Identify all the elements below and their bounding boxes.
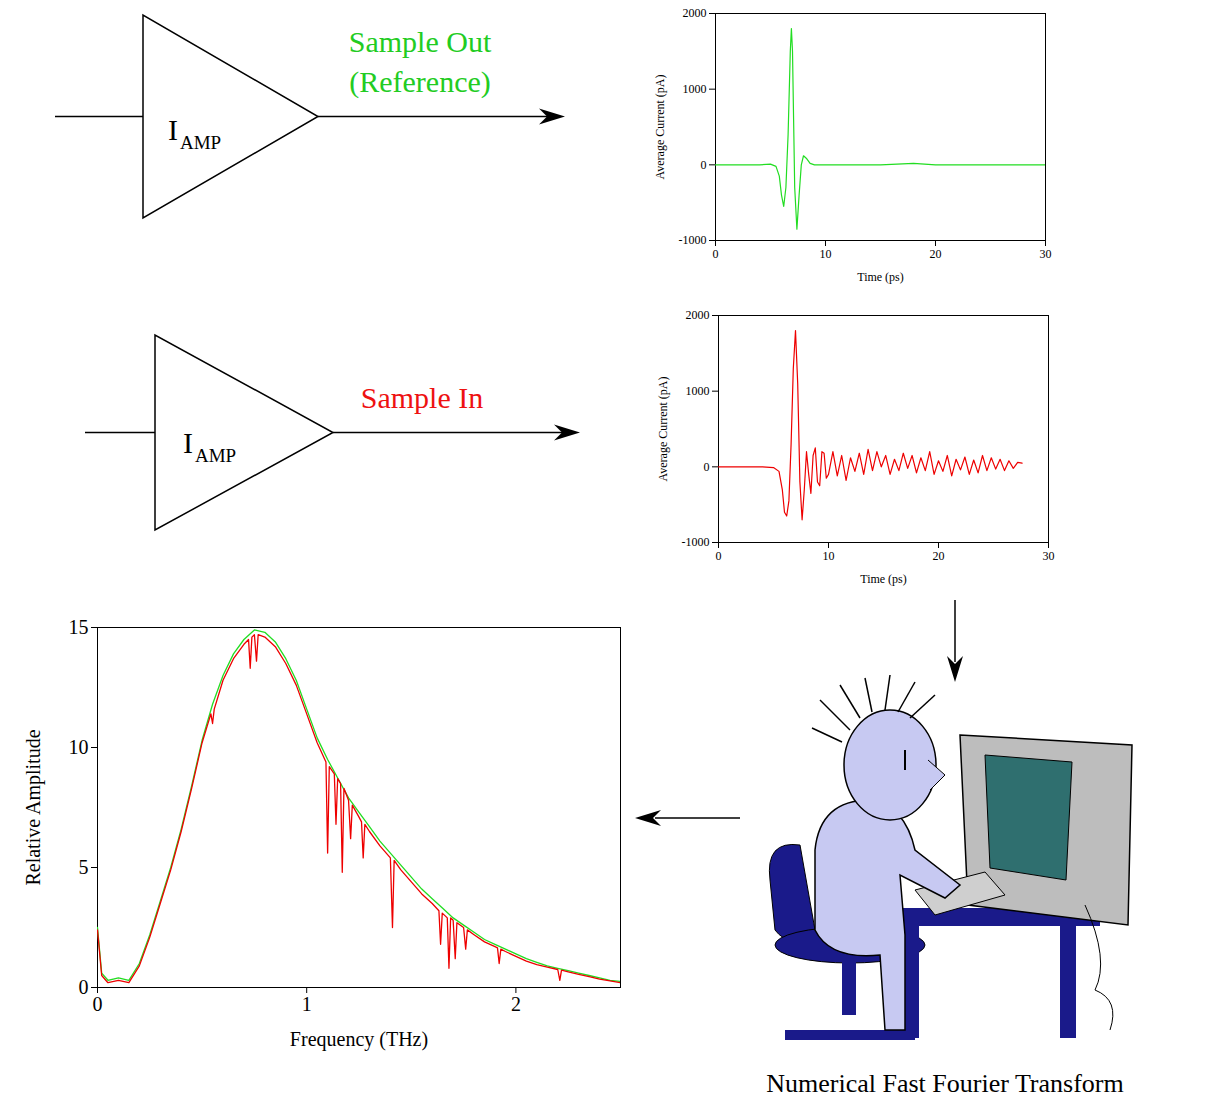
- svg-text:Relative Amplitude: Relative Amplitude: [22, 729, 45, 885]
- svg-text:2: 2: [511, 993, 521, 1015]
- svg-text:Frequency (THz): Frequency (THz): [290, 1028, 428, 1051]
- svg-text:0: 0: [716, 549, 722, 563]
- svg-text:0: 0: [93, 993, 103, 1015]
- svg-text:AMP: AMP: [195, 445, 236, 466]
- svg-text:10: 10: [69, 736, 89, 758]
- svg-text:I: I: [168, 113, 178, 146]
- svg-text:0: 0: [701, 158, 707, 172]
- svg-text:20: 20: [933, 549, 945, 563]
- svg-text:15: 15: [69, 616, 89, 638]
- svg-text:0: 0: [79, 976, 89, 998]
- svg-text:Sample In: Sample In: [361, 381, 483, 414]
- svg-text:1: 1: [302, 993, 312, 1015]
- svg-text:0: 0: [713, 247, 719, 261]
- svg-text:Sample Out: Sample Out: [349, 25, 492, 58]
- svg-text:I: I: [183, 426, 193, 459]
- svg-text:10: 10: [820, 247, 832, 261]
- svg-text:30: 30: [1043, 549, 1055, 563]
- svg-text:Average Current (pA): Average Current (pA): [656, 376, 670, 481]
- svg-text:0: 0: [704, 460, 710, 474]
- svg-text:2000: 2000: [683, 6, 707, 20]
- svg-text:1000: 1000: [683, 82, 707, 96]
- svg-text:30: 30: [1040, 247, 1052, 261]
- svg-text:10: 10: [823, 549, 835, 563]
- svg-text:1000: 1000: [686, 384, 710, 398]
- svg-text:Numerical Fast Fourier Transfo: Numerical Fast Fourier Transform: [766, 1069, 1123, 1098]
- svg-text:AMP: AMP: [180, 132, 221, 153]
- svg-text:-1000: -1000: [679, 233, 707, 247]
- svg-text:-1000: -1000: [682, 535, 710, 549]
- svg-text:Average Current (pA): Average Current (pA): [653, 74, 667, 179]
- svg-text:2000: 2000: [686, 308, 710, 322]
- svg-text:Time (ps): Time (ps): [857, 270, 904, 284]
- svg-text:(Reference): (Reference): [349, 65, 491, 99]
- svg-text:20: 20: [930, 247, 942, 261]
- svg-text:Time (ps): Time (ps): [860, 572, 907, 586]
- svg-text:5: 5: [79, 856, 89, 878]
